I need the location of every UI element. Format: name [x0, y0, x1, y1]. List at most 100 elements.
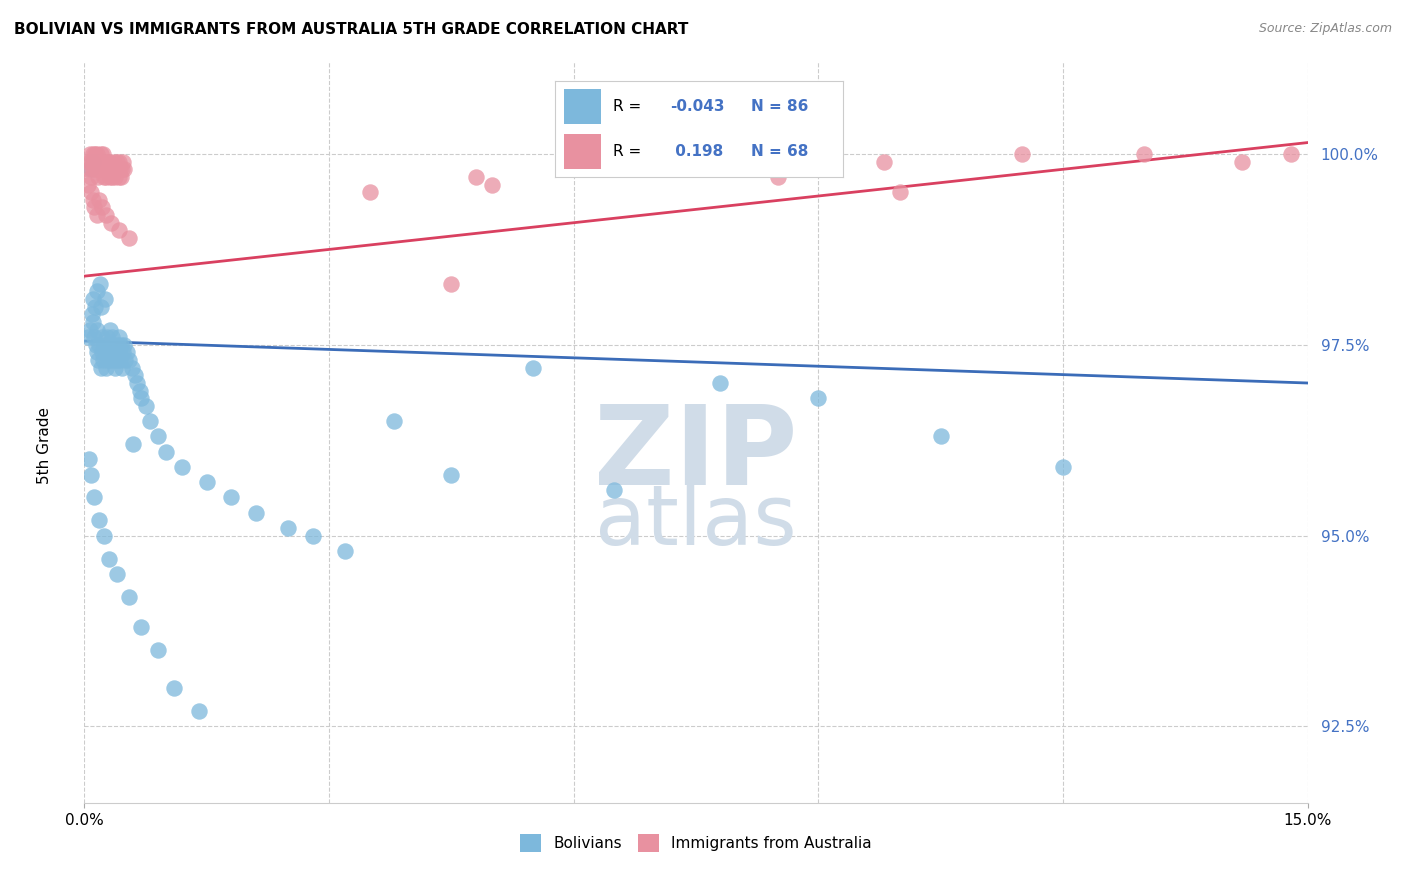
Point [103, 338, 125, 352]
Point [82, 193, 104, 207]
Point [603, 483, 626, 497]
Point [335, 544, 357, 558]
Point [105, 345, 128, 359]
Point [77, 330, 100, 344]
Point [93, 338, 115, 352]
Point [107, 330, 129, 344]
Point [709, 376, 731, 390]
Point [104, 360, 127, 375]
Point [90, 147, 112, 161]
Point [79, 147, 101, 161]
Text: BOLIVIAN VS IMMIGRANTS FROM AUSTRALIA 5TH GRADE CORRELATION CHART: BOLIVIAN VS IMMIGRANTS FROM AUSTRALIA 5T… [14, 22, 689, 37]
Point [146, 643, 169, 657]
Legend: Bolivians, Immigrants from Australia: Bolivians, Immigrants from Australia [515, 829, 877, 858]
Point [77, 178, 100, 192]
Point [440, 277, 463, 291]
Point [118, 231, 141, 245]
Point [80, 307, 103, 321]
Point [91, 201, 114, 215]
Point [80, 169, 103, 184]
Point [103, 162, 125, 177]
Point [93, 529, 115, 543]
Point [86, 345, 108, 359]
Point [195, 475, 218, 490]
Point [127, 376, 149, 390]
Point [135, 399, 157, 413]
Point [219, 491, 242, 505]
Point [122, 437, 145, 451]
Point [91, 353, 114, 368]
Point [138, 414, 160, 428]
Point [86, 285, 108, 299]
Point [82, 315, 104, 329]
Point [86, 322, 108, 336]
Point [91, 154, 114, 169]
Point [110, 162, 132, 177]
Point [807, 391, 830, 405]
Point [86, 208, 108, 222]
Point [86, 147, 108, 161]
Point [108, 154, 131, 169]
Point [889, 185, 911, 199]
Point [86, 154, 108, 169]
Point [114, 353, 136, 368]
Point [93, 292, 115, 306]
Point [77, 162, 100, 177]
Point [82, 154, 104, 169]
Point [91, 345, 114, 359]
Point [97, 338, 120, 352]
Point [115, 345, 138, 359]
Point [110, 353, 132, 368]
Point [80, 154, 103, 169]
Point [111, 162, 134, 177]
Point [100, 162, 122, 177]
Point [124, 368, 146, 383]
Point [87, 169, 110, 184]
Point [94, 154, 117, 169]
Point [91, 147, 114, 161]
Point [301, 529, 323, 543]
Point [131, 620, 153, 634]
Point [104, 169, 127, 184]
Point [277, 521, 299, 535]
Point [84, 162, 107, 177]
Point [77, 452, 100, 467]
Point [107, 223, 129, 237]
Point [187, 704, 209, 718]
Point [155, 444, 177, 458]
Point [98, 169, 121, 184]
Point [107, 162, 129, 177]
Point [87, 353, 110, 368]
Point [105, 162, 128, 177]
Point [93, 162, 115, 177]
Point [96, 162, 118, 177]
Point [97, 551, 120, 566]
Point [108, 345, 131, 359]
Point [105, 353, 128, 368]
Point [87, 162, 110, 177]
Point [112, 162, 135, 177]
Point [112, 338, 135, 352]
Point [84, 147, 107, 161]
Point [101, 169, 124, 184]
Point [77, 154, 100, 169]
Point [103, 353, 125, 368]
Point [90, 360, 112, 375]
Point [1052, 460, 1074, 475]
Point [579, 162, 602, 177]
Point [97, 154, 120, 169]
Point [80, 467, 103, 482]
Point [107, 338, 129, 352]
Point [163, 681, 186, 696]
Point [872, 154, 894, 169]
Point [107, 169, 129, 184]
Point [87, 338, 110, 352]
Point [111, 154, 134, 169]
Point [382, 414, 405, 428]
Point [481, 178, 503, 192]
Point [91, 330, 114, 344]
Point [100, 345, 122, 359]
Point [94, 360, 117, 375]
Point [79, 322, 101, 336]
Point [101, 345, 124, 359]
